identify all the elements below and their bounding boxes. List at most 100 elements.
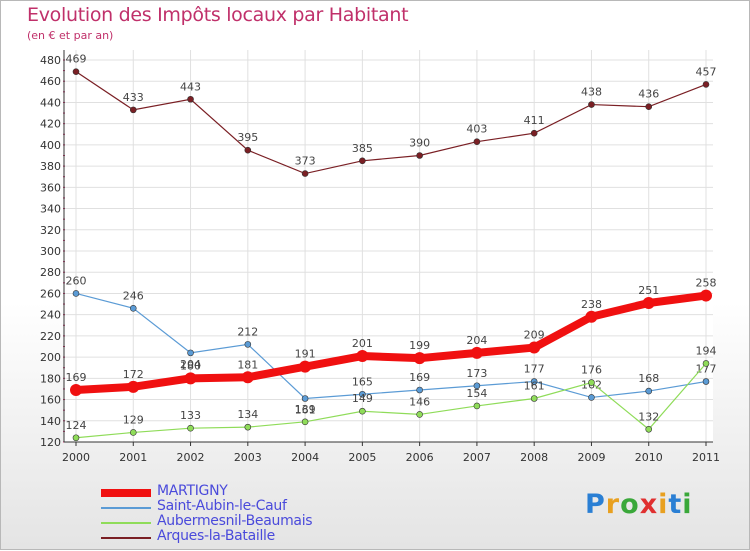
data-label-arques-la-bataille: 457	[696, 65, 717, 78]
y-tick-label: 340	[40, 203, 61, 216]
data-point-aubermesnil-beaumais	[645, 425, 653, 433]
y-tick-label: 360	[40, 181, 61, 194]
y-tick-label: 240	[40, 309, 61, 322]
data-point-aubermesnil-beaumais	[129, 429, 137, 436]
data-label-arques-la-bataille: 390	[409, 137, 430, 150]
data-label-aubermesnil-beaumais: 176	[581, 364, 602, 377]
data-label-saint-aubin-le-cauf: 260	[66, 274, 87, 287]
data-label-aubermesnil-beaumais: 194	[696, 344, 717, 357]
y-tick-label: 440	[40, 96, 61, 109]
data-label-saint-aubin-le-cauf: 169	[409, 371, 430, 384]
data-point-arques-la-bataille	[702, 81, 710, 88]
data-point-martigny	[700, 289, 712, 302]
data-point-aubermesnil-beaumais	[702, 360, 710, 367]
data-point-saint-aubin-le-cauf	[244, 341, 252, 348]
data-label-saint-aubin-le-cauf: 246	[123, 289, 144, 302]
logo-letter: r	[605, 489, 621, 520]
data-point-arques-la-bataille	[301, 170, 309, 177]
data-point-martigny	[70, 384, 82, 397]
legend-label: Saint-Aubin-le-Cauf	[157, 498, 287, 514]
data-label-martigny: 191	[295, 348, 316, 361]
y-tick-label: 420	[40, 118, 61, 131]
logo-letter: P	[585, 489, 606, 520]
data-label-aubermesnil-beaumais: 134	[237, 408, 258, 421]
data-point-arques-la-bataille	[645, 103, 653, 110]
data-point-aubermesnil-beaumais	[473, 402, 481, 410]
legend-label: MARTIGNY	[157, 483, 228, 499]
x-tick-label: 2004	[291, 451, 319, 464]
data-point-arques-la-bataille	[588, 101, 595, 108]
x-tick-label: 2009	[577, 451, 605, 464]
data-point-aubermesnil-beaumais	[244, 423, 252, 431]
y-tick-label: 280	[40, 266, 61, 279]
data-label-saint-aubin-le-cauf: 177	[524, 363, 545, 376]
series-line-aubermesnil-beaumais	[75, 363, 707, 439]
data-point-aubermesnil-beaumais	[72, 434, 80, 442]
y-tick-label: 120	[40, 436, 61, 449]
data-point-arques-la-bataille	[187, 95, 194, 103]
data-point-arques-la-bataille	[416, 152, 423, 159]
data-label-arques-la-bataille: 469	[66, 53, 87, 66]
data-point-martigny	[356, 350, 369, 363]
x-tick-label: 2003	[234, 451, 262, 464]
data-label-martigny: 180	[180, 359, 201, 372]
x-tick-label: 2005	[348, 451, 376, 464]
y-tick-label: 400	[40, 139, 61, 152]
data-point-martigny	[470, 346, 483, 359]
data-point-saint-aubin-le-cauf	[530, 378, 538, 385]
data-point-aubermesnil-beaumais	[588, 379, 595, 386]
data-label-arques-la-bataille: 373	[295, 155, 316, 168]
y-tick-label: 220	[40, 330, 61, 343]
data-label-arques-la-bataille: 433	[123, 91, 144, 104]
data-label-martigny: 181	[237, 358, 258, 371]
data-label-arques-la-bataille: 385	[352, 142, 373, 155]
data-label-martigny: 172	[123, 368, 144, 381]
x-tick-label: 2007	[463, 451, 491, 464]
data-point-aubermesnil-beaumais	[187, 424, 194, 432]
data-label-martigny: 169	[66, 371, 87, 384]
legend-swatch	[101, 537, 151, 539]
data-point-saint-aubin-le-cauf	[645, 387, 653, 395]
data-label-aubermesnil-beaumais: 161	[524, 379, 545, 392]
y-tick-label: 180	[40, 372, 61, 385]
data-point-martigny	[299, 360, 312, 373]
y-tick-label: 160	[40, 394, 61, 407]
data-point-martigny	[642, 296, 655, 309]
data-label-aubermesnil-beaumais: 133	[180, 409, 201, 422]
data-label-aubermesnil-beaumais: 139	[295, 403, 316, 416]
y-tick-label: 300	[40, 245, 61, 258]
x-tick-label: 2010	[635, 451, 663, 464]
data-label-martigny: 258	[696, 277, 717, 290]
data-point-saint-aubin-le-cauf	[301, 395, 309, 402]
legend-label: Aubermesnil-Beaumais	[157, 513, 313, 529]
data-point-saint-aubin-le-cauf	[702, 378, 710, 385]
y-tick-label: 460	[40, 75, 61, 88]
data-point-martigny	[184, 372, 197, 385]
series-line-saint-aubin-le-cauf	[75, 292, 707, 400]
data-label-aubermesnil-beaumais: 124	[66, 419, 87, 432]
data-label-martigny: 251	[638, 284, 659, 297]
data-point-arques-la-bataille	[530, 129, 538, 137]
logo-letter: t	[668, 489, 683, 520]
data-label-saint-aubin-le-cauf: 204	[180, 358, 201, 371]
data-label-saint-aubin-le-cauf: 212	[237, 325, 258, 338]
data-label-arques-la-bataille: 411	[524, 114, 545, 127]
data-label-saint-aubin-le-cauf: 165	[352, 375, 373, 388]
x-tick-label: 2006	[406, 451, 434, 464]
data-point-martigny	[413, 352, 426, 365]
data-label-saint-aubin-le-cauf: 161	[295, 403, 316, 416]
data-point-aubermesnil-beaumais	[301, 418, 309, 426]
y-tick-label: 140	[40, 415, 61, 428]
logo-letter: o	[620, 489, 640, 520]
data-label-martigny: 199	[409, 339, 430, 352]
y-tick-label: 380	[40, 160, 61, 173]
data-point-saint-aubin-le-cauf	[187, 349, 194, 357]
data-point-martigny	[127, 380, 140, 393]
data-point-arques-la-bataille	[473, 138, 481, 146]
logo-letter: x	[639, 489, 659, 520]
data-label-aubermesnil-beaumais: 132	[638, 410, 659, 423]
data-label-martigny: 204	[466, 334, 487, 347]
data-label-martigny: 201	[352, 337, 373, 350]
chart-subtitle: (en € et par an)	[27, 29, 114, 42]
